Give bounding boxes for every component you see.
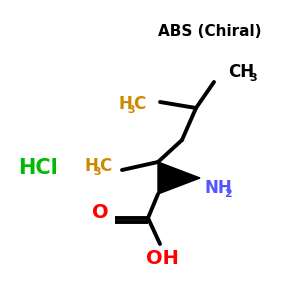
Text: 3: 3 (127, 105, 135, 115)
Text: 2: 2 (224, 189, 232, 199)
Text: NH: NH (204, 179, 232, 197)
Text: 3: 3 (249, 73, 256, 83)
Polygon shape (158, 162, 200, 194)
Text: ABS (Chiral): ABS (Chiral) (158, 25, 262, 40)
Text: C: C (133, 95, 145, 113)
Text: HCl: HCl (18, 158, 58, 178)
Text: H: H (84, 157, 98, 175)
Text: O: O (92, 202, 108, 221)
Text: CH: CH (228, 63, 254, 81)
Text: OH: OH (146, 248, 178, 268)
Text: H: H (118, 95, 132, 113)
Text: C: C (99, 157, 111, 175)
Text: 3: 3 (93, 167, 100, 177)
